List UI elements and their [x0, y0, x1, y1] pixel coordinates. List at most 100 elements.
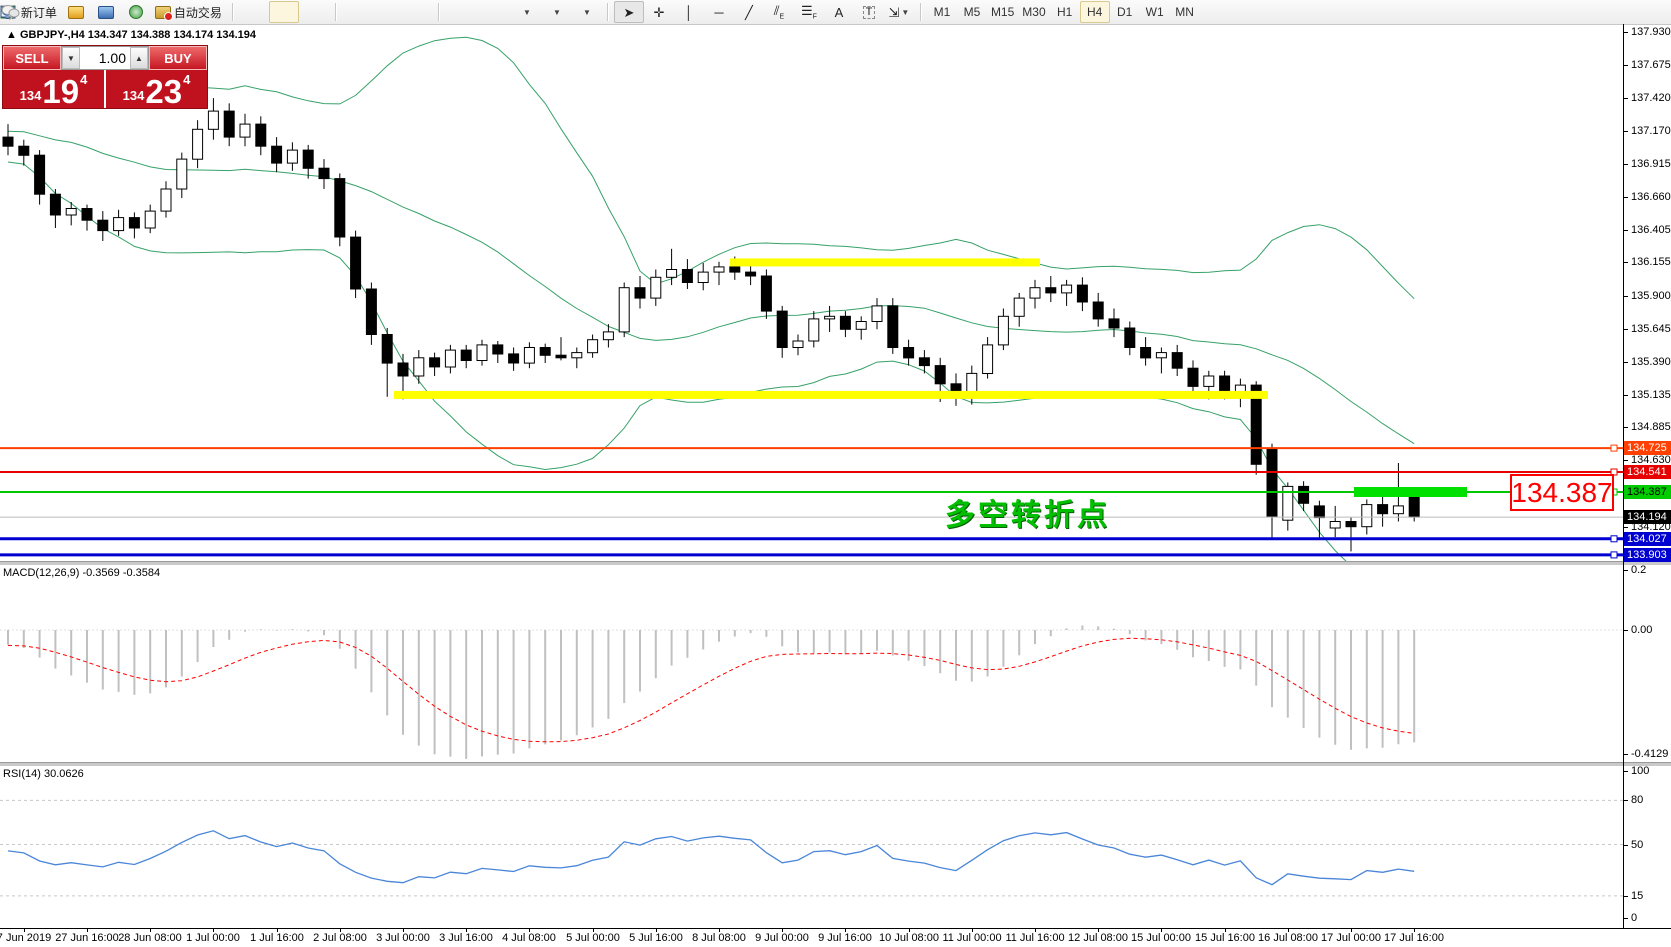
timeframe-h1[interactable]: H1	[1050, 1, 1080, 23]
macd-pane[interactable]	[0, 564, 1623, 762]
quote-line[interactable]: ▲ GBPJPY-,H4 134.347 134.388 134.174 134…	[3, 28, 260, 42]
text-button[interactable]: A	[824, 1, 854, 23]
timeframe-label: H1	[1056, 5, 1073, 19]
autotrading-button[interactable]: 自动交易	[151, 1, 226, 23]
price-tick-label: 137.420	[1631, 92, 1671, 104]
channel-button[interactable]: ⫽E	[764, 1, 794, 23]
sell-price[interactable]: 134 19 4	[3, 70, 106, 108]
zoom-out-button[interactable]	[1, 1, 402, 23]
text-label-icon: T	[862, 5, 876, 19]
cursor-button[interactable]: ➤	[613, 1, 644, 23]
cursor-icon: ➤	[623, 4, 635, 20]
dropdown-caret: ▼	[582, 7, 591, 17]
candle	[681, 259, 693, 289]
price-callout-box[interactable]: 134.387	[1510, 474, 1614, 511]
chart-window-button[interactable]	[61, 1, 91, 23]
symbol-ohlc-text: GBPJPY-,H4 134.347 134.388 134.174 134.1…	[19, 29, 257, 41]
text-label-button[interactable]: T	[854, 1, 884, 23]
bar-chart-button[interactable]	[1, 1, 269, 23]
timeframe-m15[interactable]: M15	[987, 1, 1018, 23]
timeframe-w1[interactable]: W1	[1140, 1, 1170, 23]
time-axis-tick	[1225, 928, 1226, 932]
timeframe-d1[interactable]: D1	[1110, 1, 1140, 23]
macd-tick-label: 0.2	[1631, 564, 1647, 576]
pane-splitter[interactable]	[0, 762, 1671, 767]
candle	[745, 264, 757, 286]
axis-tick	[1623, 164, 1628, 165]
indicators-button[interactable]: ▼	[1, 1, 541, 23]
yellow-resistance-line[interactable]	[394, 390, 1268, 399]
bb-middle	[7, 130, 1415, 445]
timeframe-label: M30	[1022, 5, 1046, 19]
chart-shift-button[interactable]	[1, 1, 505, 23]
green-highlight-bar[interactable]	[1354, 487, 1467, 497]
axis-tick	[1623, 230, 1628, 231]
tile-windows-button[interactable]	[0, 1, 432, 23]
volume-increase-button[interactable]: ▲	[130, 47, 148, 69]
candle	[113, 209, 125, 236]
crosshair-button[interactable]: ✛	[644, 1, 674, 23]
timeframe-m1[interactable]: M1	[927, 1, 957, 23]
yellow-resistance-line[interactable]	[730, 258, 1040, 267]
time-axis-tick	[782, 928, 783, 932]
time-tick-label: 5 Jul 00:00	[566, 932, 620, 944]
line-anchor[interactable]	[1610, 551, 1618, 559]
timeframe-m30[interactable]: M30	[1018, 1, 1049, 23]
price-tick-label: 137.170	[1631, 125, 1671, 137]
sell-button[interactable]: SELL	[3, 46, 61, 70]
line-chart-button[interactable]	[0, 1, 329, 23]
axis-tick	[1623, 296, 1628, 297]
line-anchor[interactable]	[1610, 468, 1618, 476]
templates-button[interactable]: ▼	[0, 1, 601, 23]
candle	[223, 103, 235, 147]
price-tick-label: 136.405	[1631, 224, 1671, 236]
axis-tick	[1623, 918, 1628, 919]
vertical-line-button[interactable]: │	[674, 1, 704, 23]
time-axis-tick	[403, 928, 404, 932]
price-tick-label: 134.630	[1631, 454, 1671, 466]
timeframe-m5[interactable]: M5	[957, 1, 987, 23]
timeframe-mn[interactable]: MN	[1170, 1, 1200, 23]
trendline-button[interactable]: ╱	[734, 1, 764, 23]
time-axis-tick	[1098, 928, 1099, 932]
buy-button[interactable]: BUY	[149, 46, 207, 70]
candle	[824, 305, 836, 332]
candle	[65, 202, 77, 226]
main-chart-pane[interactable]	[0, 24, 1623, 561]
timeframe-h4[interactable]: H4	[1079, 1, 1110, 23]
candle	[918, 350, 930, 374]
line-anchor[interactable]	[1610, 535, 1618, 543]
search-button[interactable]	[1, 1, 1638, 23]
time-tick-label: 7 Jun 2019	[0, 932, 52, 944]
pane-splitter[interactable]	[0, 561, 1671, 566]
time-axis-tick	[1351, 928, 1352, 932]
market-watch-button[interactable]	[91, 1, 121, 23]
periods-button[interactable]: ▼	[1, 1, 571, 23]
candle	[160, 181, 172, 218]
chat-button[interactable]	[1, 1, 1668, 23]
signals-button[interactable]	[121, 1, 151, 23]
timeframe-label: M15	[990, 5, 1015, 19]
auto-scroll-button[interactable]	[1, 1, 475, 23]
candle	[144, 204, 156, 234]
rsi-pane[interactable]	[0, 765, 1623, 928]
timeframe-label: M5	[963, 5, 981, 19]
candlestick-chart-button[interactable]	[5, 1, 299, 23]
buy-price[interactable]: 134 23 4	[106, 70, 207, 108]
channel-icon: ⫽E	[773, 2, 785, 21]
volume-input[interactable]: 1.00	[98, 50, 126, 66]
line-anchor[interactable]	[1610, 444, 1618, 452]
collapse-arrow-icon[interactable]: ▲	[6, 29, 17, 41]
price-tick-label: 134.120	[1631, 521, 1671, 533]
signal-icon	[128, 5, 143, 19]
horizontal-line-button[interactable]: ─	[704, 1, 734, 23]
price-marker-badge: 134.541	[1624, 465, 1671, 479]
candle	[176, 152, 188, 199]
candle	[1140, 337, 1152, 366]
arrows-button[interactable]: ⇲ ▼	[884, 1, 914, 23]
candle	[255, 116, 267, 156]
fibonacci-button[interactable]: ☰F	[794, 1, 824, 23]
volume-decrease-button[interactable]: ▼	[62, 47, 80, 69]
price-tick-label: 134.885	[1631, 421, 1671, 433]
zoom-in-button[interactable]	[1, 1, 372, 23]
